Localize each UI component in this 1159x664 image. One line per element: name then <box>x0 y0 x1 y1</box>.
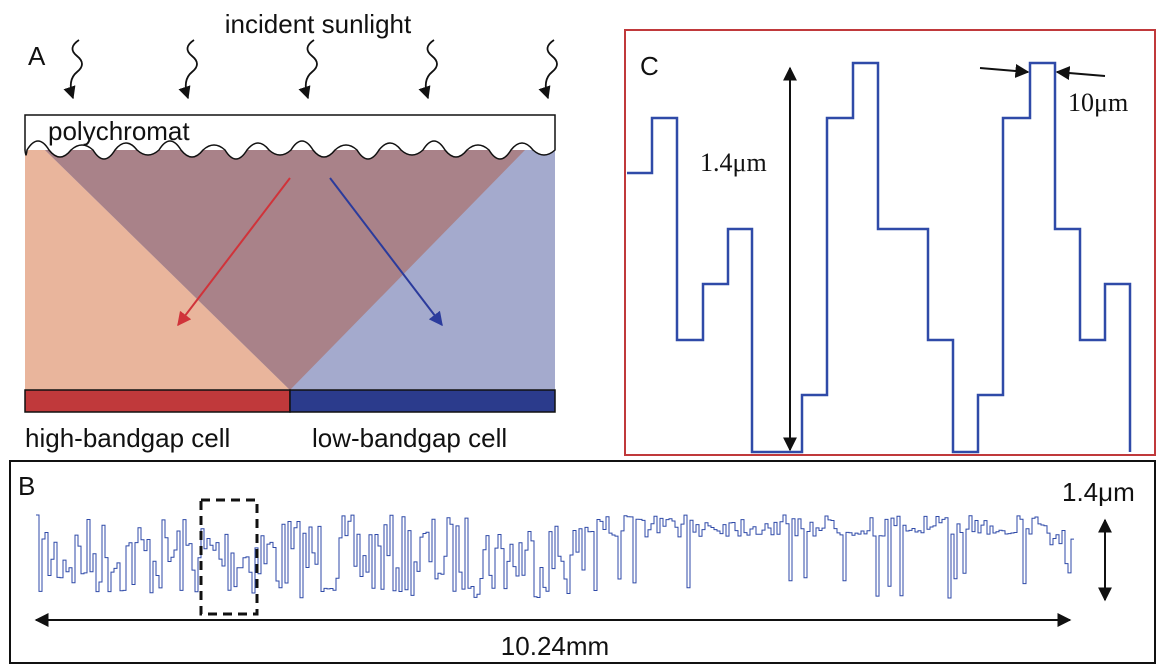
height-label: 1.4μm <box>700 148 767 177</box>
cell-label: low-bandgap cell <box>312 423 507 453</box>
low-bandgap-cell <box>289 389 556 413</box>
panel-c: C 1.4μm 10μm <box>624 29 1156 456</box>
polychromat-label: polychromat <box>48 116 190 146</box>
panel-label: B <box>18 471 35 501</box>
panel-label: A <box>28 41 46 71</box>
profile <box>627 61 1132 454</box>
panel-b: B 1.4μm 10.24mm <box>9 460 1156 664</box>
polychromat-slab <box>24 114 556 160</box>
sunlight-arrows <box>63 39 558 100</box>
red-arrow <box>177 177 291 327</box>
sunlight-arrow <box>63 39 83 100</box>
panel-c-frame <box>624 29 1156 456</box>
title: incident sunlight <box>225 9 412 39</box>
overlap-cone <box>45 150 525 390</box>
width-arrow <box>1055 66 1106 81</box>
width-arrow <box>979 63 1030 78</box>
high-bandgap-cell <box>24 389 291 413</box>
blue-arrow <box>329 177 443 327</box>
panel-label: C <box>640 51 659 81</box>
height-label: 1.4μm <box>1062 477 1135 507</box>
sunlight-arrow <box>298 39 318 100</box>
panel-b-frame <box>9 460 1156 664</box>
width-label: 10μm <box>1068 88 1128 117</box>
panel-a: A incident sunlight polychromat high-ban… <box>24 9 558 453</box>
width-label: 10.24mm <box>501 631 609 661</box>
sunlight-arrow <box>418 39 438 100</box>
sunlight-arrow <box>178 39 198 100</box>
profile <box>36 514 1074 599</box>
sunlight-arrow <box>538 39 558 100</box>
cell-label: high-bandgap cell <box>25 423 230 453</box>
